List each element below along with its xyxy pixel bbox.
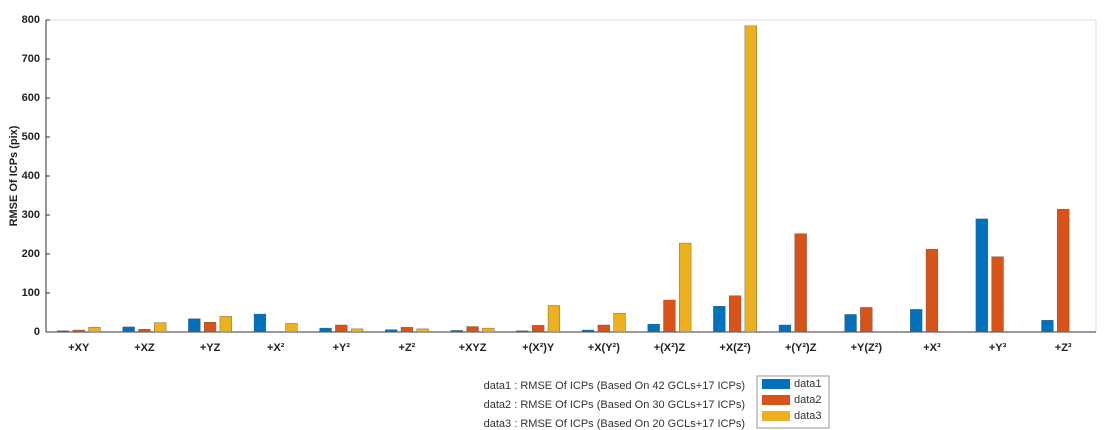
y-tick-label: 0	[34, 326, 40, 338]
bar	[744, 25, 757, 333]
bar	[663, 299, 676, 333]
x-tick-label: +Z²	[399, 342, 416, 354]
bar	[253, 313, 267, 333]
y-tick-label: 700	[22, 53, 40, 65]
bar	[1057, 208, 1070, 333]
bar	[138, 329, 151, 333]
bar	[581, 329, 595, 333]
bar	[400, 327, 414, 333]
bar	[154, 322, 167, 333]
bar	[679, 242, 692, 333]
bar	[794, 233, 807, 333]
x-tick-label: +X(Y²)	[588, 342, 620, 354]
y-tick-label: 400	[22, 170, 40, 182]
plot-area	[45, 19, 1097, 333]
bar	[925, 249, 939, 333]
bar	[728, 295, 742, 333]
bar	[532, 325, 545, 333]
x-tick-label: +X³	[923, 342, 941, 354]
y-axis-label: RMSE Of ICPs (pix)	[8, 125, 20, 226]
annotation: data2 : RMSE Of ICPs (Based On 30 GCLs+1…	[484, 399, 745, 411]
bar	[350, 328, 364, 333]
bar	[335, 324, 348, 333]
bar	[713, 306, 726, 333]
bar	[647, 324, 660, 333]
bar	[547, 305, 561, 333]
y-tick-label: 800	[22, 14, 40, 26]
x-tick-label: +Z³	[1055, 342, 1072, 354]
legend-label: data2	[794, 394, 822, 406]
bar	[285, 323, 298, 333]
bar	[991, 256, 1004, 333]
bar	[219, 316, 232, 333]
x-tick-label: +Y²	[333, 342, 351, 354]
y-tick-label: 600	[22, 92, 40, 104]
x-tick-label: +YZ	[200, 342, 221, 354]
bar	[613, 313, 626, 333]
bar	[72, 329, 85, 333]
y-tick-label: 100	[22, 287, 40, 299]
x-tick-label: +(X²)Y	[522, 342, 555, 354]
bar	[122, 326, 135, 333]
legend-swatch	[762, 411, 790, 421]
bar	[466, 326, 479, 333]
bar	[88, 327, 101, 333]
y-tick-label: 500	[22, 131, 40, 143]
bar	[319, 327, 332, 333]
annotation: data3 : RMSE Of ICPs (Based On 20 GCLs+1…	[484, 418, 745, 430]
x-tick-label: +X²	[267, 342, 285, 354]
bar	[975, 218, 988, 333]
x-tick-label: +X(Z²)	[719, 342, 751, 354]
bar	[188, 318, 201, 333]
bar	[597, 324, 610, 333]
bar	[203, 322, 217, 333]
x-tick-label: +XY	[68, 342, 90, 354]
bar	[516, 330, 529, 333]
bar	[56, 330, 70, 333]
annotation: data1 : RMSE Of ICPs (Based On 42 GCLs+1…	[484, 380, 745, 392]
legend-label: data3	[794, 410, 822, 422]
bar	[450, 330, 463, 333]
bar	[860, 307, 873, 333]
bar	[844, 314, 857, 333]
bar	[1041, 320, 1054, 333]
y-tick-label: 300	[22, 209, 40, 221]
bar	[385, 329, 398, 333]
bar	[482, 327, 495, 333]
x-tick-label: +(X²)Z	[654, 342, 686, 354]
bar	[778, 324, 792, 333]
legend-swatch	[762, 395, 790, 405]
legend-label: data1	[794, 378, 822, 390]
x-tick-label: +(Y²)Z	[785, 342, 817, 354]
bar	[416, 328, 429, 333]
bar	[910, 309, 923, 333]
x-tick-label: +XYZ	[459, 342, 487, 354]
legend-swatch	[762, 379, 790, 389]
x-tick-label: +XZ	[134, 342, 155, 354]
y-tick-label: 200	[22, 248, 40, 260]
x-tick-label: +Y³	[989, 342, 1007, 354]
x-tick-label: +Y(Z²)	[851, 342, 883, 354]
